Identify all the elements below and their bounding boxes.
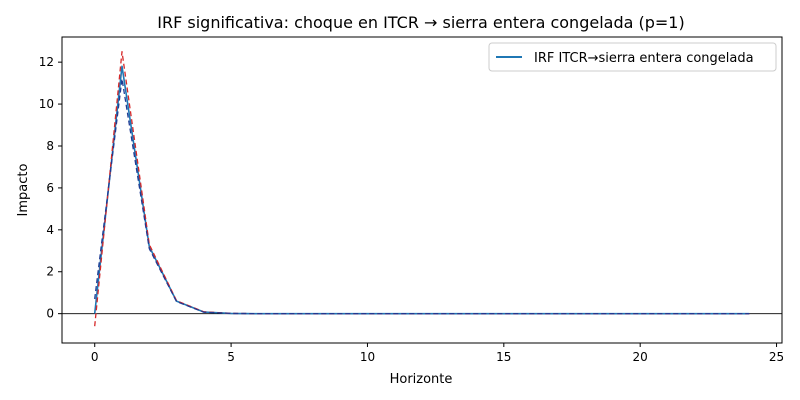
chart-title: IRF significativa: choque en ITCR → sier… (157, 13, 684, 32)
legend-box (488, 42, 777, 72)
y-tick-label: 6 (46, 181, 54, 195)
x-tick-label: 15 (496, 350, 511, 364)
x-axis-label: Horizonte (390, 372, 453, 387)
y-tick-label: 8 (46, 139, 54, 153)
x-tick-label: 25 (769, 350, 784, 364)
legend-label: IRF ITCR→sierra entera congelada (534, 51, 754, 66)
legend: IRF ITCR→sierra entera congelada (488, 42, 777, 72)
series-line-2 (94, 78, 750, 315)
x-tick-label: 0 (91, 350, 99, 364)
y-tick-label: 0 (46, 307, 54, 321)
y-tick-label: 12 (39, 55, 54, 69)
y-tick-label: 4 (46, 223, 54, 237)
x-tick-label: 20 (633, 350, 648, 364)
y-axis-label: Impacto (16, 164, 31, 217)
x-tick-label: 10 (360, 350, 375, 364)
y-tick-label: 2 (46, 265, 54, 279)
y-tick-label: 10 (39, 97, 54, 111)
plot-frame (61, 36, 783, 344)
x-tick-label: 5 (227, 350, 235, 364)
